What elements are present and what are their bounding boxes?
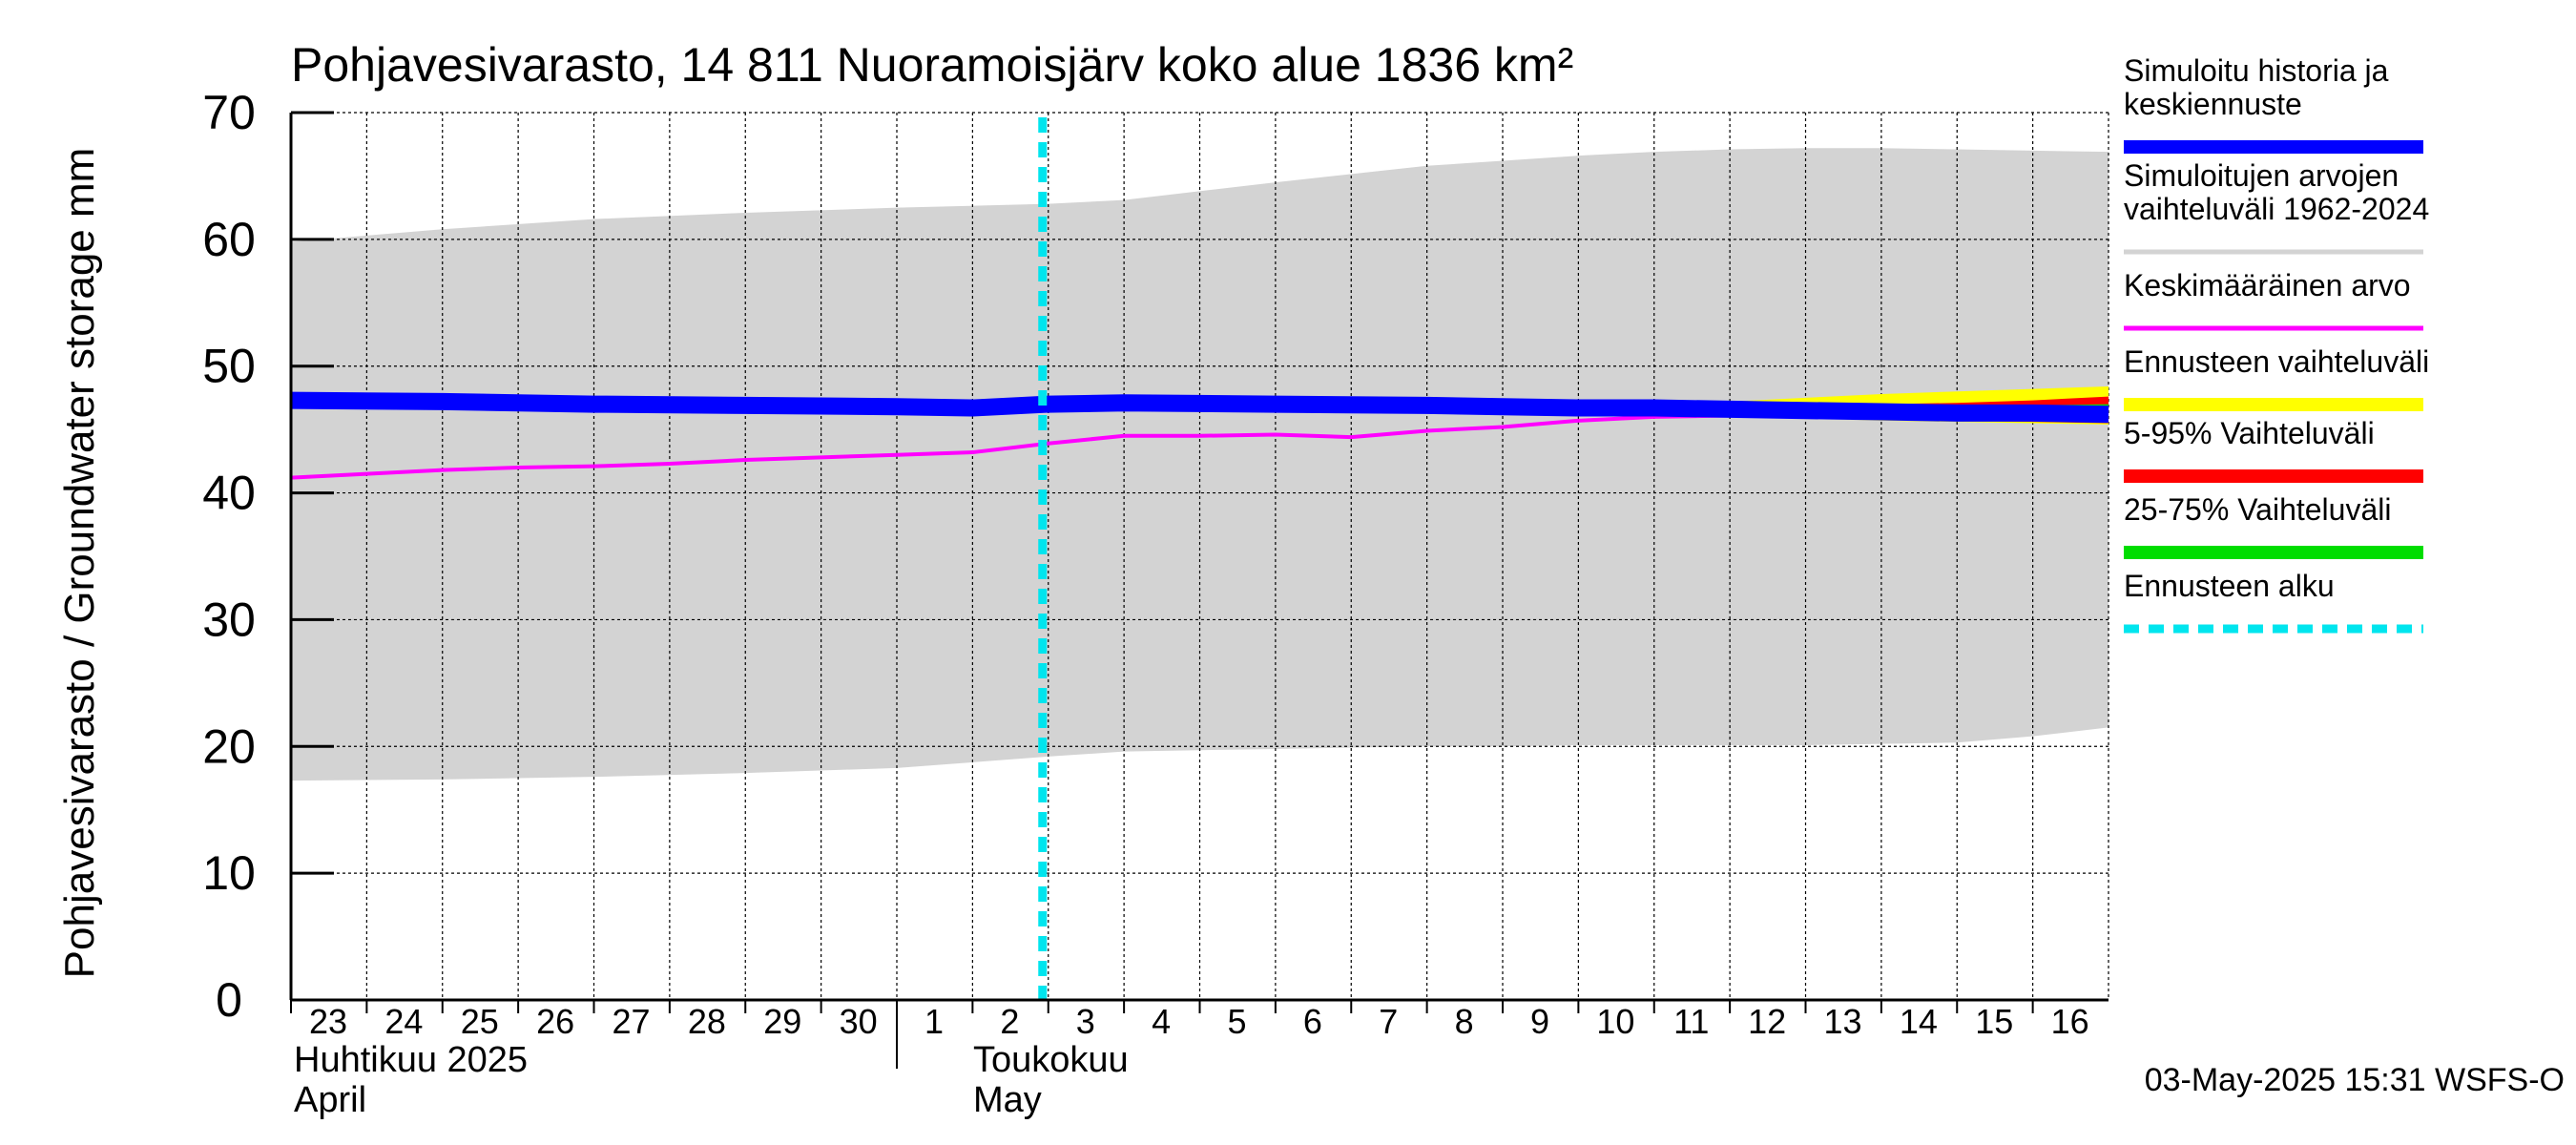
legend-label: Ennusteen alku — [2124, 569, 2335, 603]
x-tick-label: 3 — [1076, 1002, 1095, 1041]
x-tick-label: 25 — [461, 1002, 499, 1041]
timestamp-footer: 03-May-2025 15:31 WSFS-O — [2145, 1062, 2565, 1098]
x-tick-label: 27 — [612, 1002, 650, 1041]
x-tick-label: 2 — [1000, 1002, 1019, 1041]
x-tick-label: 8 — [1455, 1002, 1474, 1041]
y-tick-label: 60 — [202, 213, 256, 266]
x-axis: 23 24 25 26 27 28 29 30 1 2 3 4 5 6 7 8 9 10 11 12 13 14 15 16H… — [290, 998, 2109, 1120]
legend-label: Keskimääräinen arvo — [2124, 268, 2411, 302]
chart-title: Pohjavesivarasto, 14 811 Nuoramoisjärv k… — [291, 38, 1573, 92]
x-tick-label: 23 — [309, 1002, 347, 1041]
y-axis-label: Pohjavesivarasto / Groundwater storage m… — [56, 148, 103, 979]
x-tick-label: 30 — [840, 1002, 878, 1041]
series-line-simulated — [290, 391, 2109, 424]
x-tick-label: 4 — [1152, 1002, 1171, 1041]
month-label: Huhtikuu 2025 — [294, 1040, 528, 1080]
y-tick-label: 20 — [202, 719, 256, 773]
legend-label: vaihteluväli 1962-2024 — [2124, 192, 2429, 226]
legend-label: 25-75% Vaihteluväli — [2124, 492, 2391, 527]
y-tick-label: 70 — [202, 86, 256, 139]
plot-area — [290, 112, 2109, 1001]
x-tick-label: 6 — [1303, 1002, 1322, 1041]
y-tick-label: 50 — [202, 340, 256, 393]
x-tick-label: 12 — [1748, 1002, 1786, 1041]
x-tick-label: 14 — [1900, 1002, 1938, 1041]
x-tick-label: 29 — [763, 1002, 801, 1041]
legend-label: Simuloitu historia ja — [2124, 53, 2389, 88]
x-tick-label: 15 — [1975, 1002, 2013, 1041]
x-tick-label: 9 — [1530, 1002, 1549, 1041]
y-tick-label: 40 — [202, 467, 256, 520]
legend-label: Ennusteen vaihteluväli — [2124, 344, 2429, 379]
x-tick-label: 26 — [536, 1002, 574, 1041]
legend-label: Simuloitujen arvojen — [2124, 158, 2399, 193]
x-tick-label: 11 — [1673, 1002, 1709, 1041]
x-tick-label: 7 — [1379, 1002, 1398, 1041]
x-tick-label: 28 — [688, 1002, 726, 1041]
legend-label: keskiennuste — [2124, 87, 2302, 121]
x-tick-label: 16 — [2051, 1002, 2089, 1041]
x-tick-label: 13 — [1823, 1002, 1861, 1041]
x-tick-label: 1 — [924, 1002, 944, 1041]
month-label-en: April — [294, 1080, 366, 1120]
x-tick-label: 10 — [1596, 1002, 1634, 1041]
x-tick-label: 5 — [1227, 1002, 1246, 1041]
y-tick-label: 10 — [202, 846, 256, 900]
month-label: Toukokuu — [973, 1040, 1129, 1080]
y-tick-label: 30 — [202, 593, 256, 646]
x-tick-label: 24 — [384, 1002, 423, 1041]
month-label-en: May — [973, 1080, 1042, 1120]
y-tick-label: 0 — [216, 973, 242, 1027]
y-axis: 0 10 20 30 40 50 60 70 — [202, 86, 334, 1027]
legend-label: 5-95% Vaihteluväli — [2124, 416, 2375, 450]
